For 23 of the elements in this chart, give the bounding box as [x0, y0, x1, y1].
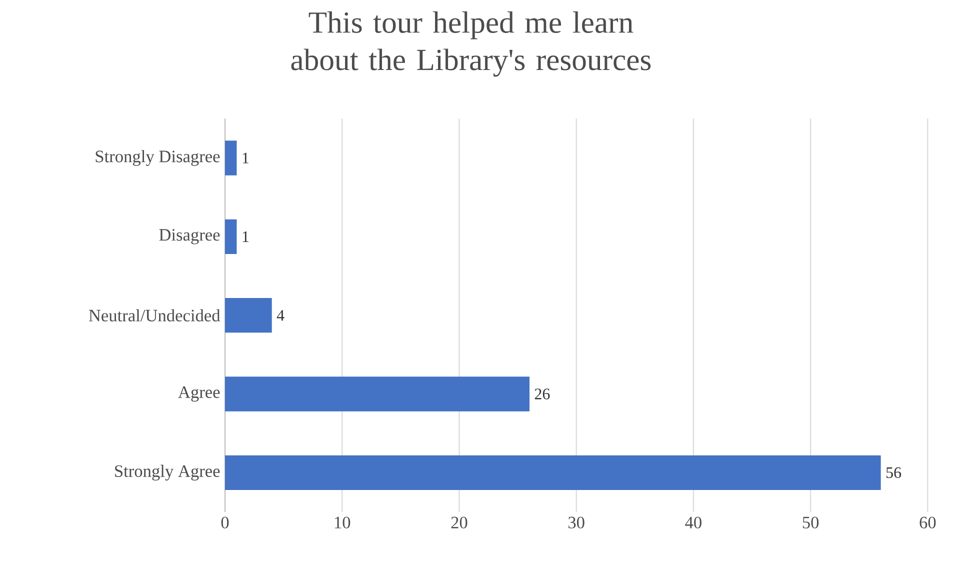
y-tick-label: Agree: [178, 386, 220, 402]
bar: [225, 298, 272, 333]
x-tick-label: 0: [221, 516, 229, 528]
y-tick-label: Neutral/Undecided: [88, 309, 220, 322]
chart-title: This tour helped me learn about the Library's resources: [291, 11, 651, 77]
data-label: 56: [886, 467, 902, 478]
data-label: 4: [276, 310, 284, 321]
x-tick-label: 20: [451, 516, 468, 528]
y-tick-label: Disagree: [159, 229, 220, 244]
x-tick-label: 30: [568, 516, 584, 528]
data-label: 26: [534, 388, 550, 400]
x-tick-label: 40: [685, 516, 702, 528]
y-tick-label: Strongly Agree: [115, 464, 220, 481]
data-label: 1: [242, 152, 248, 164]
bar: [225, 455, 881, 490]
x-tick-label: 50: [802, 516, 819, 528]
data-label: 1: [242, 231, 248, 242]
x-tick-label: 60: [920, 516, 936, 528]
y-tick-label: Strongly Disagree: [96, 150, 220, 166]
bar: [225, 140, 237, 176]
bar: [225, 219, 237, 254]
x-tick-label: 10: [334, 516, 350, 528]
bar: [225, 376, 530, 412]
